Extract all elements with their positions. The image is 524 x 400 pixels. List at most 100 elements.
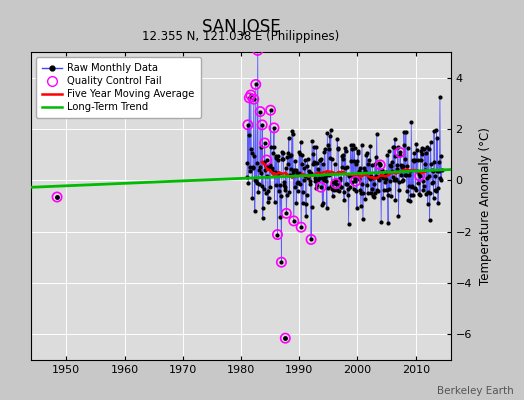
Point	[408, 184, 417, 190]
Point	[259, 186, 268, 192]
Point	[243, 173, 251, 180]
Point	[317, 156, 325, 162]
Point	[364, 190, 372, 197]
Point	[363, 150, 372, 156]
Point	[316, 157, 325, 164]
Point	[416, 192, 424, 198]
Point	[302, 192, 311, 198]
Point	[263, 173, 271, 180]
Point	[293, 187, 302, 194]
Point	[332, 180, 340, 187]
Point	[340, 189, 348, 196]
Point	[245, 132, 253, 138]
Point	[396, 149, 404, 156]
Point	[387, 193, 395, 200]
Point	[330, 187, 338, 194]
Point	[281, 187, 289, 194]
Point	[256, 108, 265, 115]
Point	[428, 178, 436, 185]
Point	[425, 172, 433, 179]
Point	[435, 167, 444, 174]
Point	[365, 174, 373, 180]
Point	[396, 149, 404, 156]
Point	[261, 167, 269, 174]
Point	[304, 172, 313, 178]
Point	[384, 220, 392, 226]
Point	[276, 182, 285, 188]
Point	[329, 193, 337, 199]
Point	[248, 164, 257, 170]
Point	[256, 108, 265, 115]
Point	[314, 166, 322, 172]
Point	[388, 168, 396, 175]
Point	[366, 142, 375, 149]
Point	[356, 187, 365, 193]
Point	[301, 201, 310, 208]
Point	[320, 149, 329, 156]
Point	[378, 168, 386, 174]
Point	[270, 199, 279, 206]
Point	[346, 141, 355, 148]
Point	[294, 179, 302, 185]
Point	[438, 167, 446, 173]
Point	[416, 173, 424, 179]
Point	[307, 236, 315, 243]
Point	[369, 174, 377, 181]
Point	[264, 188, 272, 194]
Point	[280, 182, 289, 188]
Point	[255, 167, 264, 174]
Point	[252, 178, 260, 184]
Point	[390, 177, 398, 183]
Point	[266, 107, 275, 113]
Point	[273, 170, 281, 176]
Point	[411, 156, 419, 163]
Point	[339, 152, 347, 158]
Point	[281, 184, 290, 190]
Point	[417, 148, 425, 154]
Point	[244, 180, 253, 186]
Point	[274, 231, 282, 238]
Point	[350, 158, 358, 164]
Point	[328, 186, 336, 192]
Point	[283, 161, 292, 168]
Point	[270, 125, 278, 131]
Point	[315, 175, 323, 181]
Point	[324, 184, 332, 191]
Point	[436, 153, 445, 159]
Point	[289, 169, 298, 175]
Point	[285, 189, 293, 195]
Point	[282, 210, 290, 216]
Point	[305, 181, 314, 188]
Point	[247, 92, 255, 98]
Point	[282, 192, 291, 198]
Point	[345, 184, 354, 190]
Point	[296, 150, 304, 157]
Point	[347, 179, 356, 185]
Point	[403, 163, 411, 170]
Y-axis label: Temperature Anomaly (°C): Temperature Anomaly (°C)	[479, 127, 492, 285]
Point	[307, 236, 315, 243]
Point	[386, 163, 395, 169]
Point	[381, 172, 389, 178]
Point	[368, 193, 377, 199]
Point	[420, 161, 429, 167]
Point	[332, 180, 340, 187]
Point	[324, 142, 333, 148]
Point	[431, 187, 440, 194]
Point	[244, 122, 252, 128]
Point	[377, 219, 385, 225]
Point	[379, 194, 387, 201]
Point	[392, 177, 400, 183]
Point	[388, 174, 397, 180]
Point	[249, 165, 257, 172]
Point	[368, 186, 376, 193]
Point	[334, 146, 342, 152]
Point	[373, 131, 381, 137]
Point	[258, 122, 266, 128]
Point	[420, 146, 428, 152]
Point	[390, 153, 399, 159]
Point	[253, 180, 261, 186]
Point	[258, 122, 266, 128]
Point	[264, 199, 272, 206]
Point	[255, 180, 263, 187]
